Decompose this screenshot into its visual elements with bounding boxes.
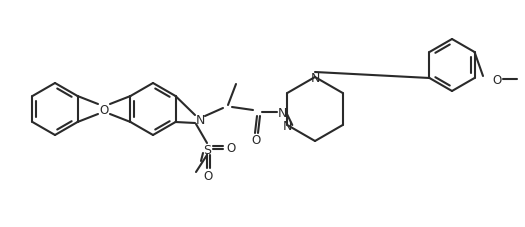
Text: O: O xyxy=(251,134,260,147)
Text: O: O xyxy=(226,142,236,155)
Text: N: N xyxy=(195,113,205,126)
Text: O: O xyxy=(492,73,501,86)
Text: N: N xyxy=(277,106,287,119)
Text: N: N xyxy=(310,71,320,84)
Text: O: O xyxy=(99,103,109,116)
Text: O: O xyxy=(203,170,213,183)
Text: S: S xyxy=(203,143,211,156)
Text: N: N xyxy=(282,119,292,132)
